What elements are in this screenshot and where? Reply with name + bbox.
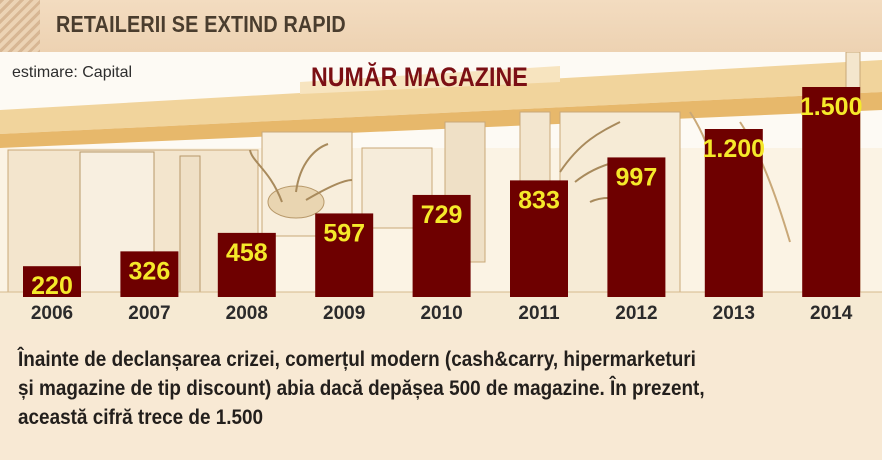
x-tick-label-2014: 2014 [810, 303, 853, 324]
value-label-2012: 997 [616, 163, 658, 191]
bar-2010 [412, 194, 471, 297]
caption-line: Înainte de declanșarea crizei, comerțul … [18, 347, 696, 371]
value-label-2009: 597 [323, 219, 365, 247]
x-tick-label-2006: 2006 [31, 303, 73, 324]
infographic-title: RETAILERII SE EXTIND RAPID [56, 11, 346, 37]
caption-line: această cifră trece de 1.500 [18, 405, 264, 429]
chart-title: NUMĂR MAGAZINE [311, 62, 528, 92]
x-axis-tick-group: 2006 2007 2008 2009 2010 2011 2012 2013 2014 [31, 303, 853, 324]
value-label-2014: 1.500 [800, 93, 863, 121]
header-stripe-decoration [0, 0, 40, 52]
x-tick-label-2007: 2007 [128, 303, 170, 324]
caption-line: și magazine de tip discount) abia dacă d… [18, 376, 705, 400]
value-label-group: 220 326 458 597 729 833 997 1.200 1.500 [31, 93, 862, 300]
bar-2006 [23, 266, 81, 297]
x-tick-label-2011: 2011 [518, 303, 560, 324]
value-label-2006: 220 [31, 272, 73, 300]
bar-2008 [217, 232, 276, 297]
value-label-2008: 458 [226, 239, 268, 267]
bar-2007 [120, 251, 179, 297]
x-tick-label-2013: 2013 [713, 303, 755, 324]
value-label-2010: 729 [421, 201, 463, 229]
footer-caption-band: Înainte de declanșarea crizei, comerțul … [0, 330, 882, 460]
x-tick-label-2008: 2008 [226, 303, 268, 324]
caption-text: Înainte de declanșarea crizei, comerțul … [18, 345, 775, 432]
bar-2009 [315, 213, 374, 297]
value-label-2013: 1.200 [703, 135, 766, 163]
data-source-note: estimare: Capital [12, 64, 133, 81]
value-label-2011: 833 [518, 186, 560, 214]
bar-2012 [607, 157, 666, 297]
value-label-2007: 326 [129, 257, 171, 285]
x-tick-label-2009: 2009 [323, 303, 365, 324]
bar-2011 [510, 180, 568, 297]
bar-2013 [704, 129, 763, 297]
bar-2014 [802, 87, 861, 297]
header-band: RETAILERII SE EXTIND RAPID [0, 0, 882, 52]
bar-chart: 220 326 458 597 729 833 997 1.200 1.500 2006 2007… [23, 87, 862, 324]
x-tick-label-2010: 2010 [420, 303, 462, 324]
bar-group [23, 87, 861, 297]
x-tick-label-2012: 2012 [615, 303, 657, 324]
